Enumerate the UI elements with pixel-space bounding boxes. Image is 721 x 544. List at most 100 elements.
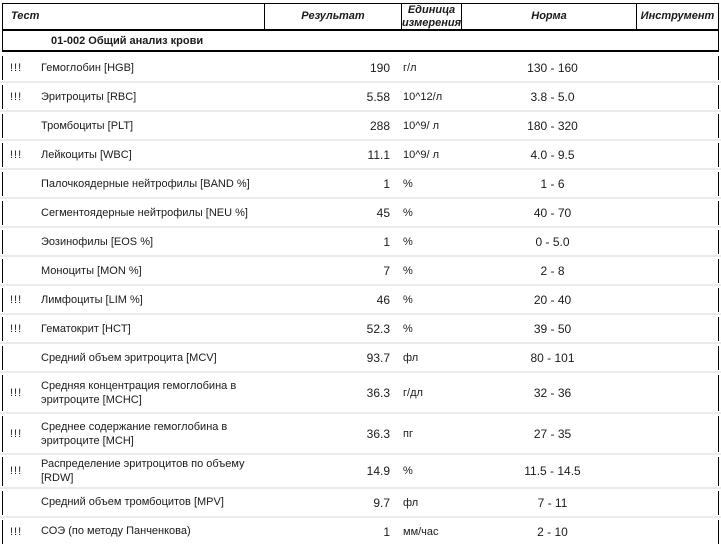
column-header-norm: Норма	[462, 4, 637, 29]
table-row: Средний объем эритроцита [MCV] 93.7 фл 8…	[2, 346, 719, 370]
result-value-cell: 52.3	[366, 322, 390, 336]
norm-range-cell: 2 - 10	[537, 524, 568, 539]
test-name-cell: Лимфоциты [LIM %]	[41, 293, 143, 306]
test-name-cell: Средний объем эритроцита [MCV]	[41, 351, 217, 364]
row-separator	[0, 486, 721, 489]
table-row: Моноциты [MON %] 7 % 2 - 8	[2, 259, 719, 283]
unit-cell: %	[403, 207, 413, 219]
test-name-cell: Моноциты [MON %]	[41, 264, 142, 277]
abnormal-flag: !!!	[10, 91, 23, 103]
result-value-cell: 1	[383, 524, 390, 539]
unit-cell: 10^9/ л	[403, 149, 440, 161]
norm-range-cell: 27 - 35	[533, 427, 572, 441]
result-value-cell: 5.58	[366, 90, 390, 104]
norm-range-cell: 80 - 101	[530, 351, 575, 365]
test-name-cell: Эозинофилы [EOS %]	[41, 235, 154, 248]
test-name-cell: Распределение эритроцитов по объему [RDW…	[41, 458, 245, 485]
test-name-cell: Средняя концентрация гемоглобина в эритр…	[41, 379, 237, 406]
test-name-cell: Гематокрит [HCT]	[41, 322, 131, 335]
table-header-row: Тест Результат Единица измерения Норма И…	[2, 3, 719, 31]
abnormal-flag: !!!	[10, 428, 23, 440]
norm-range-cell: 180 - 320	[527, 119, 578, 133]
test-name-cell: Тромбоциты [PLT]	[41, 119, 134, 132]
test-name-cell: Гемоглобин [HGB]	[41, 61, 134, 74]
table-row: !!! СОЭ (по методу Панченкова) 1 мм/час …	[2, 519, 719, 544]
table-row: !!! Среднее содержание гемоглобина в эри…	[2, 416, 719, 452]
row-separator	[0, 226, 721, 228]
table-row: !!! Средняя концентрация гемоглобина в э…	[2, 375, 719, 411]
section-title: 01-002 Общий анализ крови	[51, 34, 204, 47]
norm-range-cell: 2 - 8	[540, 264, 565, 278]
table-row: !!! Гематокрит [HCT] 52.3 % 39 - 50	[2, 317, 719, 341]
result-value-cell: 190	[369, 61, 390, 75]
row-separator	[0, 412, 721, 414]
unit-cell: %	[403, 178, 413, 190]
table-row: Тромбоциты [PLT] 288 10^9/ л 180 - 320	[2, 114, 719, 138]
abnormal-flag: !!!	[10, 465, 23, 478]
norm-range-cell: 1 - 6	[540, 177, 565, 191]
test-name-cell: Среднее содержание гемоглобина в эритроц…	[41, 420, 228, 447]
unit-cell: 10^9/ л	[403, 120, 440, 132]
row-separator	[0, 197, 721, 199]
table-row: !!! Эритроциты [RBC] 5.58 10^12/л 3.8 - …	[2, 85, 719, 109]
test-name-cell: Эритроциты [RBC]	[41, 90, 137, 103]
test-name-cell: Лейкоциты [WBC]	[41, 148, 132, 161]
table-row: !!! Лейкоциты [WBC] 11.1 10^9/ л 4.0 - 9…	[2, 143, 719, 167]
unit-cell: %	[403, 323, 413, 335]
norm-range-cell: 130 - 160	[527, 61, 578, 75]
unit-cell: фл	[403, 352, 419, 364]
unit-cell: пг	[403, 428, 413, 440]
row-separator	[0, 313, 721, 315]
column-header-result: Результат	[265, 4, 402, 29]
table-row: !!! Гемоглобин [HGB] 190 г/л 130 - 160	[2, 56, 719, 80]
abnormal-flag: !!!	[10, 62, 23, 74]
unit-cell: 10^12/л	[403, 91, 443, 103]
section-header: 01-002 Общий анализ крови	[2, 31, 719, 52]
test-name-cell: Средний объем тромбоцитов [MPV]	[41, 496, 224, 509]
test-name-cell: СОЭ (по методу Панченкова)	[41, 525, 191, 538]
norm-range-cell: 3.8 - 5.0	[530, 90, 575, 104]
result-value-cell: 11.1	[367, 148, 390, 162]
unit-cell: г/дл	[403, 387, 423, 399]
abnormal-flag: !!!	[10, 294, 23, 306]
unit-cell: %	[403, 236, 413, 248]
result-value-cell: 1	[383, 177, 390, 191]
column-header-test: Тест	[3, 4, 265, 29]
norm-range-cell: 20 - 40	[533, 293, 572, 307]
norm-range-cell: 32 - 36	[533, 386, 572, 400]
result-value-cell: 1	[383, 235, 390, 249]
norm-range-cell: 4.0 - 9.5	[530, 148, 575, 162]
abnormal-flag: !!!	[10, 525, 23, 538]
table-row: Средний объем тромбоцитов [MPV] 9.7 фл 7…	[2, 490, 719, 515]
row-separator	[0, 139, 721, 141]
abnormal-flag: !!!	[10, 323, 23, 335]
result-value-cell: 36.3	[366, 427, 390, 441]
column-header-instrument: Инструмент	[640, 10, 715, 23]
result-value-cell: 93.7	[366, 351, 390, 365]
unit-cell: %	[403, 465, 413, 478]
abnormal-flag: !!!	[10, 387, 23, 399]
table-row: Палочкоядерные нейтрофилы [BAND %] 1 % 1…	[2, 172, 719, 196]
row-separator	[0, 342, 721, 344]
result-value-cell: 45	[376, 206, 390, 220]
result-value-cell: 288	[369, 119, 390, 133]
unit-cell: %	[403, 294, 413, 306]
result-value-cell: 46	[376, 293, 390, 307]
table-row: Эозинофилы [EOS %] 1 % 0 - 5.0	[2, 230, 719, 254]
unit-cell: г/л	[403, 62, 417, 74]
column-header-unit: Единица измерения	[401, 3, 462, 29]
result-value-cell: 36.3	[366, 386, 390, 400]
row-separator	[0, 284, 721, 286]
results-table-body: !!! Гемоглобин [HGB] 190 г/л 130 - 160 !…	[0, 56, 721, 544]
abnormal-flag: !!!	[10, 149, 23, 161]
test-name-cell: Сегментоядерные нейтрофилы [NEU %]	[41, 206, 248, 219]
row-separator	[0, 110, 721, 112]
row-separator	[0, 255, 721, 257]
unit-cell: %	[403, 265, 413, 277]
norm-range-cell: 39 - 50	[533, 322, 572, 336]
norm-range-cell: 7 - 11	[537, 495, 568, 510]
result-value-cell: 9.7	[373, 495, 390, 510]
test-name-cell: Палочкоядерные нейтрофилы [BAND %]	[41, 177, 250, 190]
result-value-cell: 7	[383, 264, 390, 278]
table-row: !!! Распределение эритроцитов по объему …	[2, 457, 719, 486]
